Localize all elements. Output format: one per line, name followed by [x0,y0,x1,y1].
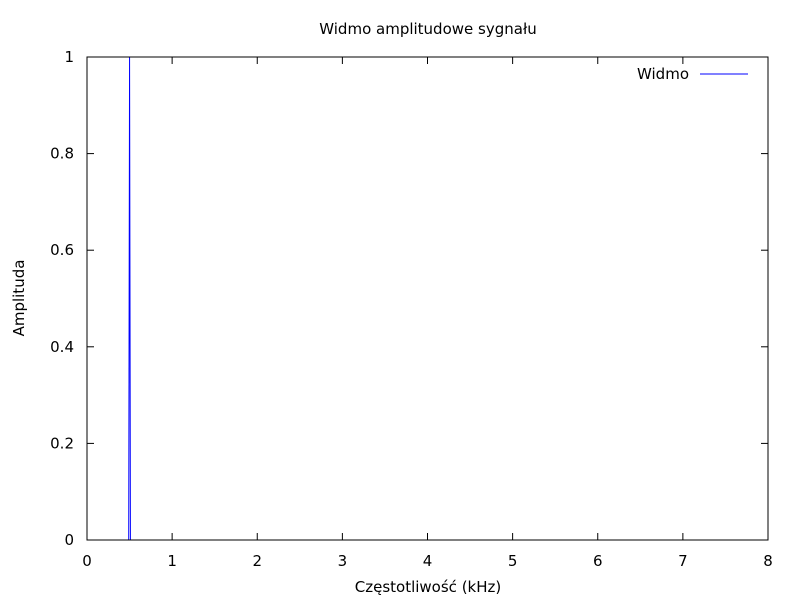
y-tick-label-1: 0.2 [50,434,74,452]
x-tick-label-0: 0 [82,552,92,570]
x-tick-label-6: 6 [593,552,603,570]
chart-title: Widmo amplitudowe sygnału [319,20,536,38]
y-tick-label-4: 0.8 [50,145,74,163]
y-tick-label-3: 0.6 [50,241,74,259]
series-layer [87,56,768,541]
x-tick-label-5: 5 [508,552,518,570]
plot-frame [86,56,769,541]
x-tick-label-2: 2 [252,552,262,570]
series-line-0 [87,56,768,541]
legend: Widmo [637,65,748,83]
y-axis-label: Amplituda [10,260,28,337]
legend-label: Widmo [637,65,689,83]
y-tick-label-5: 1 [64,48,74,66]
ticks-layer: 0 1 2 3 4 5 6 7 8 0 0.2 0.4 0.6 0.8 1 [50,48,773,570]
x-tick-label-7: 7 [678,552,688,570]
x-tick-label-4: 4 [423,552,433,570]
y-tick-label-2: 0.4 [50,338,74,356]
x-tick-label-3: 3 [338,552,348,570]
x-axis-label: Częstotliwość (kHz) [355,578,501,596]
x-tick-label-1: 1 [167,552,177,570]
y-tick-label-0: 0 [64,531,74,549]
x-tick-label-8: 8 [763,552,773,570]
